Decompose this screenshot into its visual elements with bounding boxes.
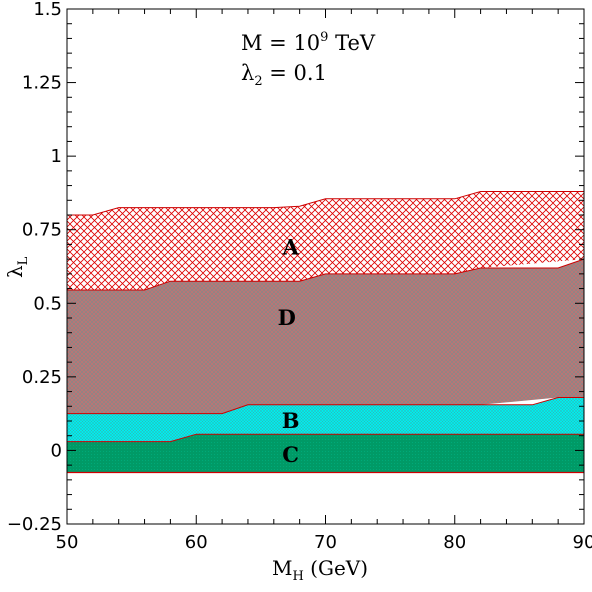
y-tick-label: 1.5: [33, 0, 62, 20]
x-axis-title: MH (GeV): [272, 556, 368, 584]
region-label-c: C: [282, 442, 299, 467]
region-c-area: [67, 434, 584, 473]
x-tick-label: 90: [573, 532, 592, 553]
tick-label-layer: 50 60 70 80 90 −0.25 0 0.25 0.5 0.75 1 1.25 1.5: [7, 0, 592, 553]
region-label-b: B: [282, 408, 300, 433]
region-layer: [67, 191, 584, 474]
y-tick-label: 0: [51, 440, 62, 461]
region-label-a: A: [281, 234, 299, 259]
region-c-upper-boundary: [67, 433, 584, 443]
y-tick-label: 1: [51, 146, 62, 167]
region-label-d: D: [278, 305, 296, 330]
y-tick-label: 0.25: [22, 367, 62, 388]
y-tick-label: 0.5: [33, 293, 62, 314]
annotation-mass: M = 109 TeV: [241, 30, 376, 55]
region-label-layer: A D BC: [278, 234, 300, 466]
y-tick-label: −0.25: [7, 514, 62, 535]
x-tick-label: 50: [56, 532, 79, 553]
region-b-area: [67, 397, 584, 442]
y-axis-title: λL: [3, 256, 31, 278]
region-d-area: [67, 259, 584, 414]
tick-layer: [66, 8, 585, 525]
region-a-area: [67, 191, 584, 290]
annotation-lambda2: λ2 = 0.1: [241, 61, 327, 89]
y-tick-label: 0.75: [22, 220, 62, 241]
region-d-upper-boundary: [67, 258, 584, 291]
x-tick-label: 60: [185, 532, 208, 553]
y-tick-label: 1.25: [22, 73, 62, 94]
region-b-upper-boundary: [67, 397, 584, 415]
x-tick-label: 70: [314, 532, 337, 553]
region-a-upper-boundary: [67, 191, 584, 216]
x-tick-label: 80: [443, 532, 466, 553]
